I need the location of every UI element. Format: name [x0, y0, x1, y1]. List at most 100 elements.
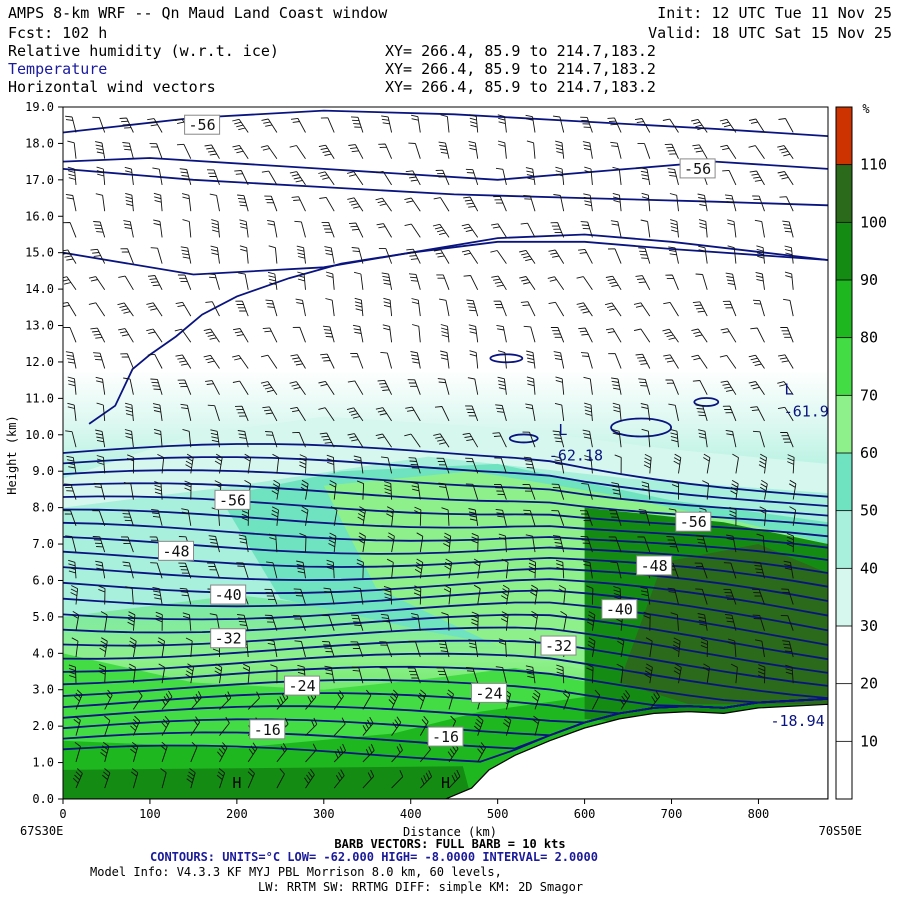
colorbar-label-6: 70: [860, 386, 878, 404]
wind-barb-74: [270, 664, 278, 684]
wind-barb-22: [305, 743, 317, 763]
contour-labels: -56 -56 -56 -56 -48 -48 -40 -40 -32 -32 -24 -24 -16 -…: [158, 114, 828, 792]
contour-label-text: -32: [215, 630, 242, 648]
x-start-label: 67S30E: [20, 824, 63, 838]
wind-barb-206: [328, 532, 337, 553]
wind-barb-409: [174, 328, 192, 343]
wind-barb-31: [130, 715, 141, 736]
wind-barb-163: [586, 585, 594, 605]
wind-barb-416: [382, 324, 393, 343]
wind-barb-211: [471, 532, 479, 553]
wind-barb-404: [778, 354, 794, 369]
wind-barb-593: [232, 144, 249, 159]
barb-vectors-note: BARB VECTORS: FULL BARB = 10 kts: [334, 837, 565, 851]
wind-barb-471: [463, 275, 479, 291]
wind-barb-423: [578, 327, 593, 343]
wind-barb-154: [323, 587, 335, 605]
wind-barb-234: [386, 506, 394, 526]
wind-barb-506: [727, 245, 737, 264]
wind-barb-277: [126, 454, 135, 474]
wind-barb-586: [777, 171, 794, 186]
wind-barb-230: [271, 506, 279, 526]
wind-barb-309: [292, 431, 306, 448]
wind-barb-146: [98, 585, 106, 605]
wind-barb-126: [264, 614, 278, 631]
wind-barb-545: [347, 197, 364, 212]
wind-barb-259: [356, 480, 365, 500]
wind-barb-383: [175, 354, 192, 369]
wind-barb-615: [119, 117, 134, 133]
colorbar-label-4: 50: [860, 502, 878, 520]
wind-barb-181: [356, 559, 364, 579]
wind-barb-62: [532, 689, 541, 710]
wind-barb-397: [580, 352, 593, 369]
wind-barb-316: [492, 432, 507, 448]
wind-barb-636: [719, 118, 737, 133]
wind-barb-286: [380, 456, 393, 474]
wind-barb-500: [548, 249, 565, 264]
wind-barb-18: [190, 741, 198, 763]
wind-barb-173: [122, 561, 134, 579]
wind-barb-65: [619, 690, 631, 710]
wind-barb-412: [262, 327, 278, 343]
wind-barb-466: [325, 271, 335, 290]
x-tick-label-4: 400: [400, 807, 422, 821]
y-tick-label-4: 4.0: [32, 646, 54, 660]
wind-barb-407: [118, 328, 134, 343]
wind-barb-183: [414, 558, 424, 579]
wind-barb-341: [465, 405, 479, 422]
wind-barb-134: [500, 611, 509, 631]
wind-barb-576: [495, 167, 507, 185]
wind-barb-351: [750, 406, 765, 422]
colorbar-bin-5: [836, 337, 852, 396]
wind-barb-299: [758, 453, 767, 474]
y-tick-label-16: 16.0: [25, 209, 54, 223]
wind-barb-51: [219, 691, 232, 710]
x-tick-label-3: 300: [313, 807, 335, 821]
colorbar-bin-9: [836, 107, 852, 165]
wind-barb-29: [73, 715, 81, 736]
contour-label-4: -48: [158, 540, 195, 561]
wind-barb-614: [92, 116, 106, 133]
wind-barb-8: [304, 768, 315, 789]
wind-barb-68: [98, 663, 107, 684]
wind-barb-66: [649, 690, 660, 710]
wind-barb-209: [416, 532, 424, 553]
wind-barb-442: [383, 297, 393, 317]
wind-barb-577: [525, 167, 536, 185]
wind-barb-420: [496, 324, 507, 343]
wind-barb-465: [297, 271, 306, 290]
wind-barb-262: [438, 482, 450, 500]
x-tick-label-1: 100: [139, 807, 161, 821]
wind-barb-212: [498, 533, 507, 553]
wind-barb-156: [383, 585, 393, 605]
wind-barb-585: [749, 170, 765, 186]
wind-barb-396: [553, 351, 565, 369]
wind-barb-135: [530, 611, 539, 631]
wind-barb-474: [547, 276, 565, 291]
wind-barb-129: [351, 614, 364, 631]
wind-barb-197: [65, 535, 77, 553]
wind-barb-223: [63, 510, 77, 526]
wind-barb-312: [375, 433, 392, 448]
wind-barb-410: [203, 328, 220, 343]
contour-label-13: -16: [427, 726, 464, 747]
init-time: Init: 12 UTC Tue 11 Nov 25: [657, 4, 892, 22]
wind-barb-19: [217, 742, 228, 763]
wind-barb-10: [362, 769, 375, 789]
wind-barb-482: [784, 271, 794, 290]
wind-barb-317: [522, 431, 536, 448]
wind-barb-330: [152, 403, 163, 421]
wind-barb-282: [272, 453, 280, 474]
wind-barb-467: [353, 271, 364, 290]
wind-barb-239: [523, 509, 536, 526]
wind-barb-481: [755, 271, 765, 290]
wind-barb-454: [722, 300, 737, 317]
wind-barb-248: [789, 506, 797, 526]
wind-barb-446: [493, 300, 507, 317]
wind-barb-166: [667, 587, 679, 605]
contour-label-text: -48: [162, 542, 189, 560]
wind-barb-496: [433, 249, 450, 264]
wind-barb-508: [784, 245, 794, 264]
x-tick-label-0: 0: [59, 807, 66, 821]
